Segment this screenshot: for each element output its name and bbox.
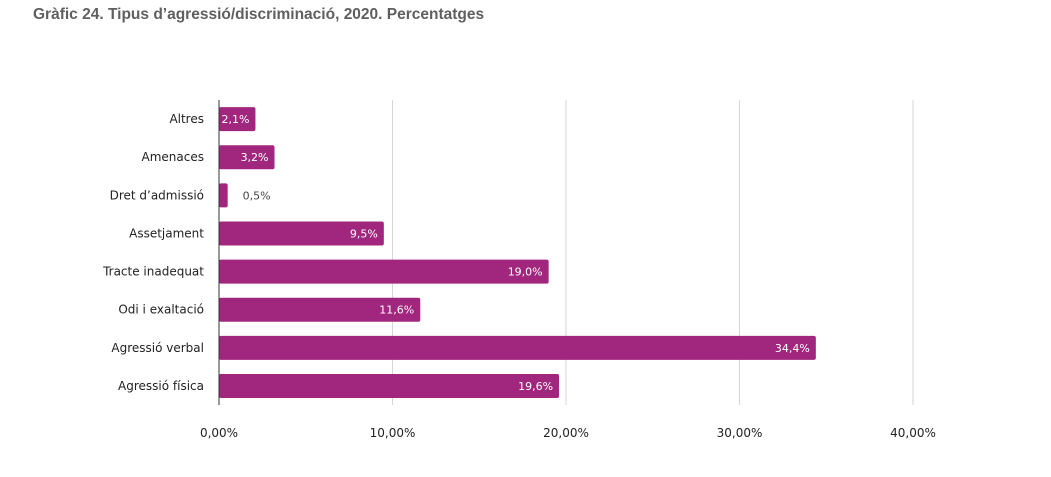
x-tick-labels: 0,00% 10,00% 20,00% 30,00% 40,00%	[200, 426, 936, 440]
category-label: Altres	[169, 112, 204, 126]
data-label: 34,4%	[775, 342, 810, 355]
data-label: 2,1%	[221, 113, 249, 126]
bar	[219, 107, 256, 132]
bar	[219, 373, 560, 398]
category-label: Tracte inadequat	[102, 265, 204, 279]
x-tick-label: 0,00%	[200, 426, 238, 440]
data-label: 9,5%	[350, 227, 378, 240]
x-tick-label: 40,00%	[890, 426, 936, 440]
data-label: 19,0%	[508, 266, 543, 279]
bar	[219, 297, 421, 322]
value-labels: 2,1% 3,2% 0,5% 9,5% 19,0% 11,6% 34,4% 19,6%	[221, 113, 809, 393]
chart-title: Gràfic 24. Tipus d’agressió/discriminaci…	[33, 6, 485, 23]
category-label: Odi i exaltació	[118, 303, 204, 317]
category-labels: Altres Amenaces Dret d’admissió Assetjament…	[102, 112, 204, 393]
bar	[219, 259, 549, 284]
category-label: Dret d’admissió	[110, 188, 204, 202]
bar	[219, 145, 275, 170]
bar	[219, 335, 816, 360]
bar	[219, 221, 384, 246]
bar	[219, 183, 228, 208]
x-tick-label: 10,00%	[370, 426, 416, 440]
data-label: 11,6%	[379, 304, 414, 317]
category-label: Agressió verbal	[111, 341, 204, 355]
category-label: Amenaces	[142, 150, 204, 164]
bars	[219, 107, 816, 398]
x-tick-label: 20,00%	[543, 426, 589, 440]
category-label: Agressió física	[118, 379, 204, 393]
category-label: Assetjament	[129, 226, 204, 240]
data-label: 0,5%	[243, 189, 271, 202]
data-label: 3,2%	[241, 151, 269, 164]
x-tick-label: 30,00%	[717, 426, 763, 440]
data-label: 19,6%	[518, 380, 553, 393]
